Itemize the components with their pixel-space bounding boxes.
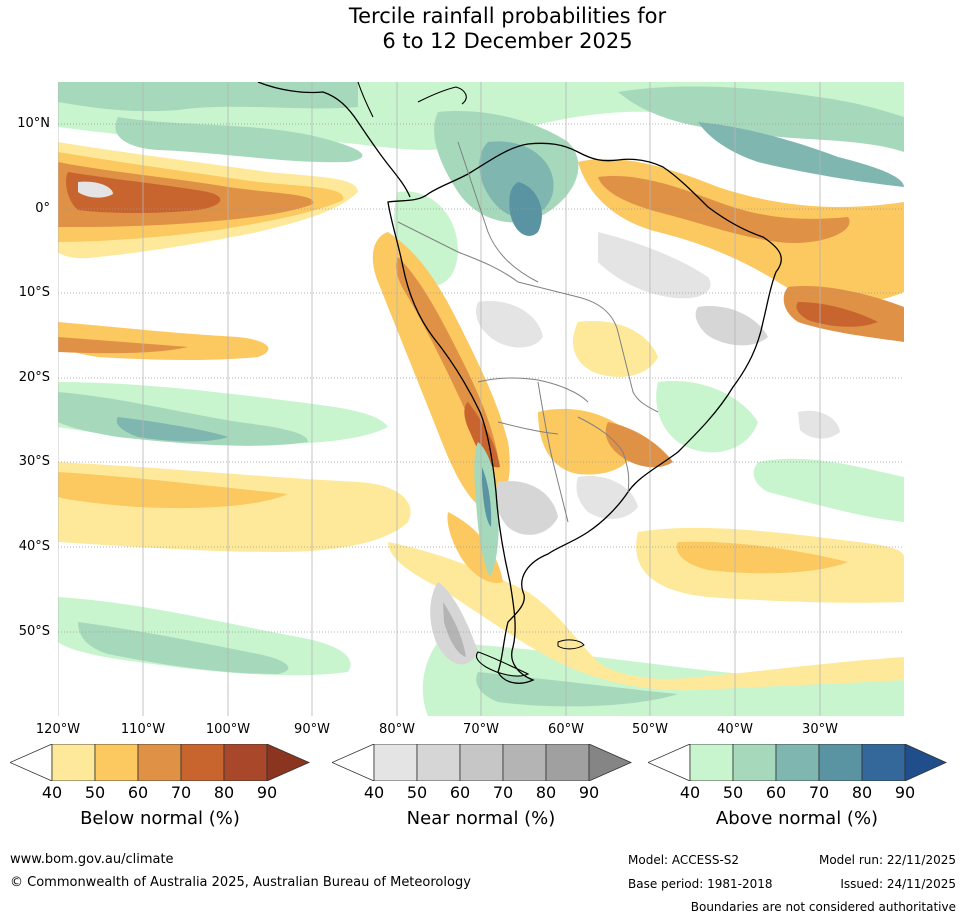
- lon-label-100w: 100°W: [205, 722, 251, 737]
- above-cbar-bin-60-70: [775, 744, 820, 781]
- tierra-del-fuego: [475, 651, 530, 677]
- issued-text: Issued: 24/11/2025: [840, 877, 956, 891]
- copyright-text: © Commonwealth of Australia 2025, Austra…: [10, 875, 471, 890]
- near-cbar-low-arrow: [332, 744, 375, 781]
- lat-label-20s: 20°S: [18, 370, 50, 385]
- above-tick: 90: [894, 783, 916, 802]
- near-tick: 40: [363, 783, 385, 802]
- falkland-islands: [557, 639, 585, 650]
- below-tick: 60: [127, 783, 149, 802]
- above-cbar-high-arrow: [904, 744, 947, 781]
- lat-label-10n: 10°N: [17, 116, 50, 131]
- above-cbar-low-arrow: [648, 744, 691, 781]
- above-cbar-bin-70-80: [818, 744, 863, 781]
- near-normal-regions: [78, 181, 840, 535]
- base-period-text: Base period: 1981-2018: [628, 877, 773, 891]
- above-tick: 70: [808, 783, 830, 802]
- near-tick: 50: [406, 783, 428, 802]
- lat-label-30s: 30°S: [18, 454, 50, 469]
- lat-label-0: 0°: [35, 201, 50, 216]
- near-tick: 60: [449, 783, 471, 802]
- below-normal-colorbar: [10, 744, 310, 781]
- title-line-1: Tercile rainfall probabilities for: [348, 4, 667, 28]
- near-normal-colorbar: [332, 744, 632, 781]
- above-normal-title: Above normal (%): [715, 808, 879, 829]
- lon-label-30w: 30°W: [802, 722, 838, 737]
- lon-label-90w: 90°W: [294, 722, 330, 737]
- lat-label-40s: 40°S: [18, 539, 50, 554]
- below-normal-regions: [58, 142, 904, 691]
- near-tick: 80: [535, 783, 557, 802]
- model-text: Model: ACCESS-S2: [628, 853, 740, 867]
- lon-label-50w: 50°W: [632, 722, 668, 737]
- model-run-text: Model run: 22/11/2025: [818, 853, 956, 867]
- near-cbar-bin-40-50: [373, 744, 418, 781]
- near-cbar-high-arrow: [588, 744, 632, 781]
- near-tick: 70: [492, 783, 514, 802]
- above-cbar-bin-40-50: [689, 744, 734, 781]
- near-normal-title: Near normal (%): [406, 808, 556, 829]
- title-line-2: 6 to 12 December 2025: [382, 29, 633, 53]
- lon-label-80w: 80°W: [379, 722, 415, 737]
- below-cbar-bin-80-90: [223, 744, 268, 781]
- lon-label-70w: 70°W: [463, 722, 499, 737]
- above-tick: 60: [765, 783, 787, 802]
- near-tick: 90: [578, 783, 600, 802]
- map-title: Tercile rainfall probabilities for 6 to …: [0, 4, 965, 54]
- above-tick: 50: [722, 783, 744, 802]
- meridians: [58, 82, 821, 716]
- lon-label-120w: 120°W: [35, 722, 81, 737]
- lon-label-110w: 110°W: [120, 722, 166, 737]
- above-tick: 40: [679, 783, 701, 802]
- below-cbar-bin-60-70: [137, 744, 182, 781]
- lat-label-50s: 50°S: [18, 624, 50, 639]
- map-svg: [58, 82, 904, 716]
- above-normal-colorbar: [648, 744, 947, 781]
- website-link[interactable]: www.bom.gov.au/climate: [10, 852, 174, 867]
- below-cbar-bin-50-60: [94, 744, 139, 781]
- lon-label-60w: 60°W: [548, 722, 584, 737]
- above-cbar-bin-50-60: [732, 744, 777, 781]
- country-boundaries: [397, 141, 659, 523]
- below-cbar-bin-70-80: [180, 744, 225, 781]
- south-america-coastline: [387, 142, 782, 684]
- below-tick: 90: [256, 783, 278, 802]
- below-cbar-low-arrow: [10, 744, 53, 781]
- near-cbar-bin-70-80: [502, 744, 547, 781]
- near-cbar-bin-80-90: [545, 744, 590, 781]
- below-normal-title: Below normal (%): [80, 808, 240, 829]
- above-tick: 80: [851, 783, 873, 802]
- andes-green-streak: [430, 442, 499, 665]
- below-cbar-high-arrow: [266, 744, 310, 781]
- central-america-coastline: [257, 82, 411, 198]
- above-cbar-bin-80-90: [861, 744, 906, 781]
- caribbean-coastline: [357, 82, 467, 118]
- below-tick: 50: [84, 783, 106, 802]
- lon-label-40w: 40°W: [717, 722, 753, 737]
- probability-map: [58, 82, 904, 716]
- below-cbar-bin-40-50: [51, 744, 96, 781]
- below-tick: 70: [170, 783, 192, 802]
- near-cbar-bin-60-70: [459, 744, 504, 781]
- lat-label-10s: 10°S: [18, 285, 50, 300]
- below-tick: 40: [41, 783, 63, 802]
- below-tick: 80: [213, 783, 235, 802]
- near-cbar-bin-50-60: [416, 744, 461, 781]
- boundaries-note: Boundaries are not considered authoritat…: [690, 900, 956, 914]
